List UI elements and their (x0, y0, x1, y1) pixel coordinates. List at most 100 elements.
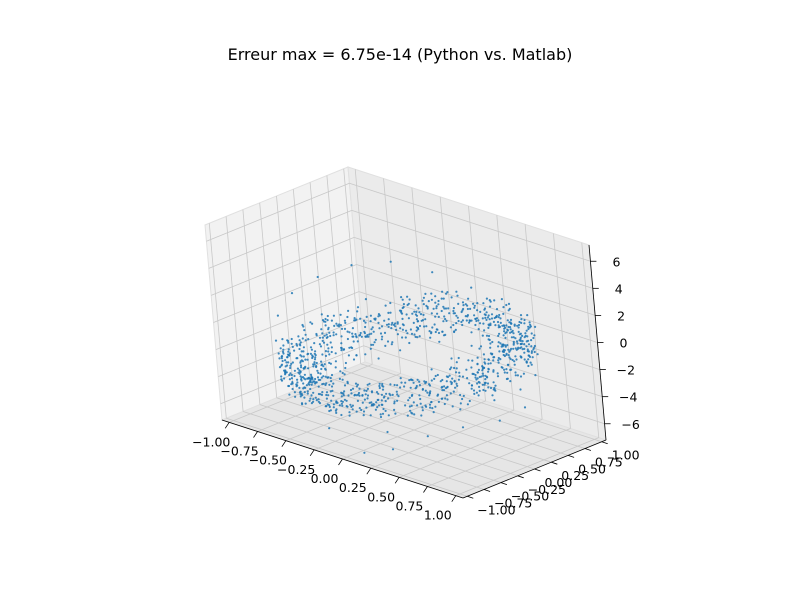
data-point (398, 309, 402, 312)
data-point (460, 310, 463, 314)
data-point (307, 338, 310, 341)
data-point (459, 393, 462, 397)
data-point (506, 329, 509, 332)
y-tick-mark (500, 482, 508, 486)
data-point (374, 408, 377, 411)
data-point (454, 386, 457, 389)
data-point (518, 320, 521, 324)
grid-line (226, 417, 468, 497)
data-point (473, 392, 476, 395)
data-point (477, 319, 480, 322)
data-point (356, 383, 359, 386)
data-point (443, 385, 446, 388)
data-point (483, 307, 487, 310)
data-point (516, 342, 519, 345)
data-point (340, 347, 343, 350)
data-point (315, 365, 318, 368)
data-point (311, 355, 314, 358)
data-point (485, 297, 488, 300)
data-point (523, 351, 526, 354)
data-point (416, 404, 419, 407)
data-point (333, 324, 336, 327)
data-point (444, 397, 447, 400)
data-point (515, 340, 519, 343)
data-point (523, 347, 526, 350)
data-point (293, 349, 296, 352)
data-point (313, 342, 316, 345)
data-point (319, 372, 322, 375)
data-point (284, 373, 287, 376)
data-point (447, 307, 450, 310)
data-point (452, 309, 455, 313)
data-point (422, 313, 425, 316)
data-point (364, 298, 367, 301)
data-point (335, 401, 338, 404)
data-point (414, 304, 417, 307)
data-point (461, 375, 465, 378)
data-point (534, 374, 537, 377)
data-point (492, 320, 495, 323)
data-point (396, 393, 399, 396)
grid-line (210, 237, 355, 296)
data-point (384, 409, 387, 412)
data-point (290, 373, 293, 377)
data-point (482, 302, 485, 305)
data-point (493, 356, 496, 359)
data-point (364, 353, 367, 356)
data-point (343, 390, 346, 393)
data-point (365, 406, 368, 409)
x-tick-mark (366, 467, 372, 475)
data-point (487, 368, 490, 371)
data-point (445, 292, 448, 295)
data-point (293, 391, 296, 394)
data-point (370, 403, 374, 406)
data-point (306, 392, 309, 395)
data-point (474, 317, 477, 321)
data-point (306, 353, 309, 356)
data-point (496, 320, 500, 324)
data-point (280, 378, 283, 381)
data-point (328, 353, 331, 356)
data-point (436, 312, 439, 315)
data-point (387, 323, 390, 326)
data-point (503, 330, 506, 333)
data-point (374, 338, 377, 341)
data-point (310, 348, 313, 351)
data-point (362, 410, 366, 413)
data-point (495, 308, 499, 311)
x-tick-mark (224, 422, 230, 429)
data-point (474, 376, 477, 379)
data-point (393, 400, 396, 403)
data-point (428, 384, 432, 387)
data-point (520, 356, 523, 359)
data-point (350, 405, 353, 408)
data-point (358, 387, 361, 390)
data-point (482, 322, 485, 325)
data-point (410, 394, 413, 397)
data-point (534, 325, 537, 328)
data-point (507, 348, 510, 351)
data-point (501, 343, 504, 346)
data-point (351, 408, 354, 411)
data-point (329, 390, 332, 393)
data-point (437, 315, 440, 318)
data-point (415, 326, 418, 329)
y-tick-mark (517, 475, 524, 479)
data-point (485, 375, 488, 378)
data-point (328, 361, 331, 364)
data-point (423, 380, 426, 383)
data-point (499, 342, 502, 345)
grid-line (259, 404, 502, 484)
data-point (455, 322, 458, 325)
data-point (387, 414, 390, 417)
data-point (402, 303, 405, 306)
data-point (476, 356, 479, 359)
data-point (310, 383, 313, 386)
x-tick-mark (309, 449, 315, 457)
data-point (298, 343, 301, 346)
data-point (381, 384, 384, 387)
y-tick-mark (601, 441, 608, 445)
data-point (497, 334, 500, 337)
data-point (383, 331, 387, 334)
data-point (426, 305, 429, 309)
